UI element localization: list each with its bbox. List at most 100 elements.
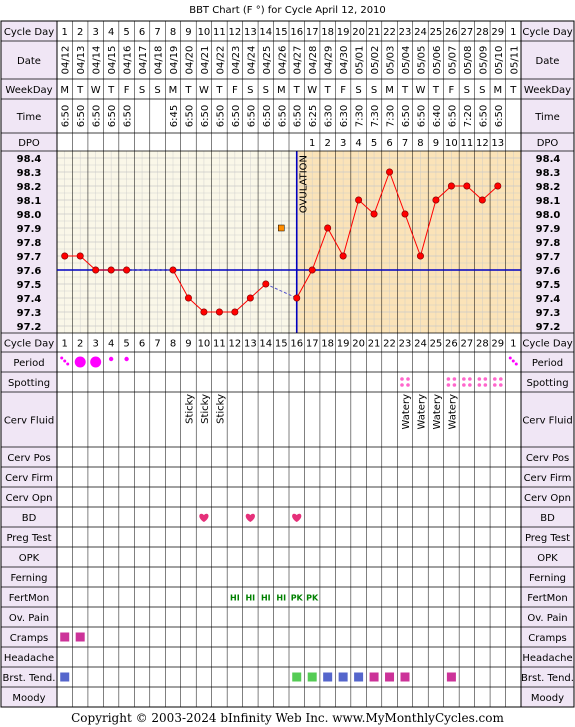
fertmon-label: HI bbox=[261, 594, 271, 603]
cycle-day-label: 1 bbox=[510, 27, 516, 38]
period-marker-spot bbox=[60, 356, 64, 360]
date-label: 04/27 bbox=[293, 46, 304, 75]
time-label: 6:50 bbox=[293, 105, 304, 127]
dpo-label: 13 bbox=[491, 138, 504, 149]
y-tick-label-right: 98.4 bbox=[536, 154, 561, 165]
left-label-column bbox=[1, 21, 57, 707]
spotting-marker bbox=[468, 377, 472, 381]
date-label: 05/08 bbox=[463, 46, 474, 75]
y-tick-label-left: 97.6 bbox=[17, 266, 42, 277]
cerv-fluid-label: Watery bbox=[401, 394, 412, 430]
row-label-right-cerv_fluid: Cerv Fluid bbox=[522, 416, 572, 427]
weekday-label: S bbox=[464, 85, 470, 96]
cramps-marker bbox=[75, 632, 85, 642]
y-tick-label-left: 97.3 bbox=[17, 308, 42, 319]
temp-point bbox=[184, 294, 192, 302]
weekday-label: M bbox=[169, 85, 178, 96]
spotting-marker bbox=[499, 377, 503, 381]
breast-tenderness-marker bbox=[400, 672, 410, 682]
chart-title: BBT Chart (F °) for Cycle April 12, 2010 bbox=[189, 5, 386, 16]
time-label: 6:50 bbox=[478, 105, 489, 127]
breast-tenderness-marker bbox=[307, 672, 317, 682]
period-marker-heavy bbox=[90, 356, 102, 368]
row-label-right-date: Date bbox=[536, 56, 560, 67]
period-marker-spot bbox=[63, 359, 67, 363]
cycle-day-label: 17 bbox=[306, 27, 319, 38]
row-label-left-ov_pain: Ov. Pain bbox=[9, 613, 49, 624]
cycle-day-label-bottom: 3 bbox=[92, 339, 98, 350]
cycle-day-label-bottom: 27 bbox=[460, 339, 473, 350]
cerv-fluid-label: Watery bbox=[432, 394, 443, 430]
y-tick-label-right: 98.2 bbox=[536, 182, 561, 193]
time-label: 6:40 bbox=[432, 105, 443, 127]
date-label: 04/21 bbox=[200, 46, 211, 75]
y-tick-label-right: 98.1 bbox=[536, 196, 561, 207]
spotting-marker bbox=[452, 383, 457, 387]
y-tick-label-right: 97.7 bbox=[536, 252, 561, 263]
dpo-label: 5 bbox=[371, 138, 377, 149]
row-label-left-cerv_pos: Cerv Pos bbox=[7, 453, 50, 464]
row-label-right-bd: BD bbox=[540, 513, 555, 524]
fertmon-label: HI bbox=[245, 594, 255, 603]
cycle-day-label: 3 bbox=[92, 27, 98, 38]
bd-heart-icon bbox=[292, 513, 302, 522]
temp-line-segment bbox=[296, 269, 313, 299]
weekday-label: F bbox=[124, 85, 130, 96]
cycle-day-label-bottom: 17 bbox=[306, 339, 319, 350]
temp-point bbox=[123, 266, 131, 274]
cycle-day-label: 28 bbox=[476, 27, 489, 38]
temp-line-segment bbox=[373, 171, 391, 215]
cycle-day-label-bottom: 6 bbox=[139, 339, 145, 350]
row-label-left-cramps: Cramps bbox=[10, 633, 49, 644]
cerv-fluid-label: Watery bbox=[416, 394, 427, 430]
row-label-right-headache: Headache bbox=[522, 653, 572, 664]
cycle-day-label: 2 bbox=[77, 27, 83, 38]
weekday-label: T bbox=[184, 85, 192, 96]
time-label: 6:50 bbox=[416, 105, 427, 127]
time-label: 6:50 bbox=[246, 105, 257, 127]
dpo-label: 2 bbox=[324, 138, 330, 149]
cycle-day-label-bottom: 25 bbox=[430, 339, 443, 350]
date-label: 04/15 bbox=[107, 46, 118, 75]
date-label: 05/10 bbox=[494, 46, 505, 75]
temp-point bbox=[494, 182, 502, 190]
y-tick-label-right: 97.3 bbox=[536, 308, 561, 319]
row-label-left-moody: Moody bbox=[12, 693, 45, 704]
dpo-label: 9 bbox=[433, 138, 439, 149]
dpo-label: 7 bbox=[402, 138, 408, 149]
row-label-left-headache: Headache bbox=[4, 653, 54, 664]
period-marker-spot bbox=[508, 356, 512, 360]
dpo-label: 8 bbox=[417, 138, 423, 149]
right-label-column bbox=[521, 21, 574, 707]
cycle-day-label-bottom: 15 bbox=[275, 339, 288, 350]
cycle-day-label: 19 bbox=[337, 27, 350, 38]
spotting-marker bbox=[477, 377, 482, 381]
cycle-day-label-bottom: 7 bbox=[154, 339, 160, 350]
row-label-right-fertmon: FertMon bbox=[527, 593, 567, 604]
time-label: 6:25 bbox=[308, 105, 319, 127]
time-label: 6:50 bbox=[76, 105, 87, 127]
time-label: 6:50 bbox=[215, 105, 226, 127]
weekday-label: M bbox=[60, 85, 69, 96]
weekday-label: S bbox=[479, 85, 485, 96]
y-tick-label-right: 97.5 bbox=[536, 280, 561, 291]
bd-heart-icon bbox=[199, 513, 209, 522]
date-label: 05/07 bbox=[447, 46, 458, 75]
temp-line-segment bbox=[172, 269, 189, 299]
row-label-right-spotting: Spotting bbox=[526, 378, 568, 389]
cycle-day-label-bottom: 14 bbox=[259, 339, 272, 350]
time-label: 6:50 bbox=[184, 105, 195, 127]
time-label: 6:50 bbox=[447, 105, 458, 127]
cycle-day-label: 25 bbox=[430, 27, 443, 38]
cycle-day-label-bottom: 5 bbox=[123, 339, 129, 350]
cycle-day-label-bottom: 24 bbox=[414, 339, 427, 350]
date-label: 04/18 bbox=[154, 46, 165, 75]
y-tick-label-left: 97.2 bbox=[17, 322, 42, 333]
time-label: 6:50 bbox=[61, 105, 72, 127]
weekday-label: F bbox=[232, 85, 238, 96]
cycle-day-label: 24 bbox=[414, 27, 427, 38]
cycle-day-label: 12 bbox=[228, 27, 241, 38]
spotting-marker bbox=[400, 377, 404, 381]
temp-line-segment bbox=[311, 227, 329, 271]
date-label: 04/28 bbox=[308, 46, 319, 75]
